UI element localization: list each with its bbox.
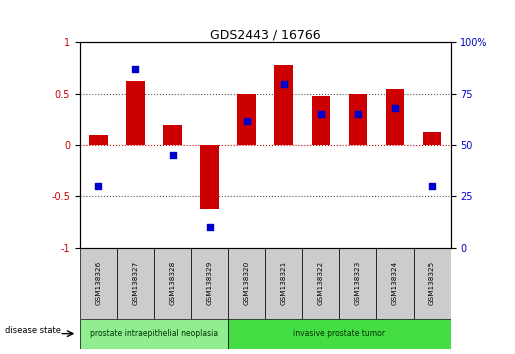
Bar: [154, 248, 191, 319]
Point: [428, 183, 436, 189]
Text: GSM138326: GSM138326: [95, 261, 101, 305]
Text: GSM138327: GSM138327: [132, 261, 139, 305]
Text: GSM138324: GSM138324: [392, 261, 398, 305]
Bar: [265, 248, 302, 319]
Bar: [376, 248, 414, 319]
Bar: [126, 81, 145, 145]
Point: [168, 153, 177, 158]
Text: GSM138320: GSM138320: [244, 261, 250, 305]
Title: GDS2443 / 16766: GDS2443 / 16766: [210, 28, 320, 41]
Text: GSM138329: GSM138329: [207, 261, 213, 305]
Bar: [274, 65, 293, 145]
Bar: [237, 94, 256, 145]
Text: GSM138322: GSM138322: [318, 261, 324, 305]
Point: [243, 118, 251, 123]
Bar: [228, 319, 451, 349]
Text: GSM138328: GSM138328: [169, 261, 176, 305]
Text: GSM138325: GSM138325: [429, 261, 435, 305]
Point: [317, 112, 325, 117]
Bar: [339, 248, 376, 319]
Text: GSM138323: GSM138323: [355, 261, 361, 305]
Point: [391, 105, 399, 111]
Point: [94, 183, 102, 189]
Bar: [349, 94, 367, 145]
Bar: [191, 248, 228, 319]
Bar: [117, 248, 154, 319]
Bar: [89, 135, 108, 145]
Bar: [423, 132, 441, 145]
Text: GSM138321: GSM138321: [281, 261, 287, 305]
Bar: [414, 248, 451, 319]
Point: [354, 112, 362, 117]
Point: [280, 81, 288, 86]
Text: disease state: disease state: [5, 326, 61, 335]
Bar: [312, 96, 330, 145]
Text: invasive prostate tumor: invasive prostate tumor: [294, 329, 385, 338]
Bar: [386, 88, 404, 145]
Point: [205, 224, 214, 230]
Bar: [80, 319, 228, 349]
Point: [131, 66, 140, 72]
Bar: [302, 248, 339, 319]
Bar: [200, 145, 219, 209]
Bar: [228, 248, 265, 319]
Bar: [80, 248, 117, 319]
Text: prostate intraepithelial neoplasia: prostate intraepithelial neoplasia: [90, 329, 218, 338]
Bar: [163, 125, 182, 145]
